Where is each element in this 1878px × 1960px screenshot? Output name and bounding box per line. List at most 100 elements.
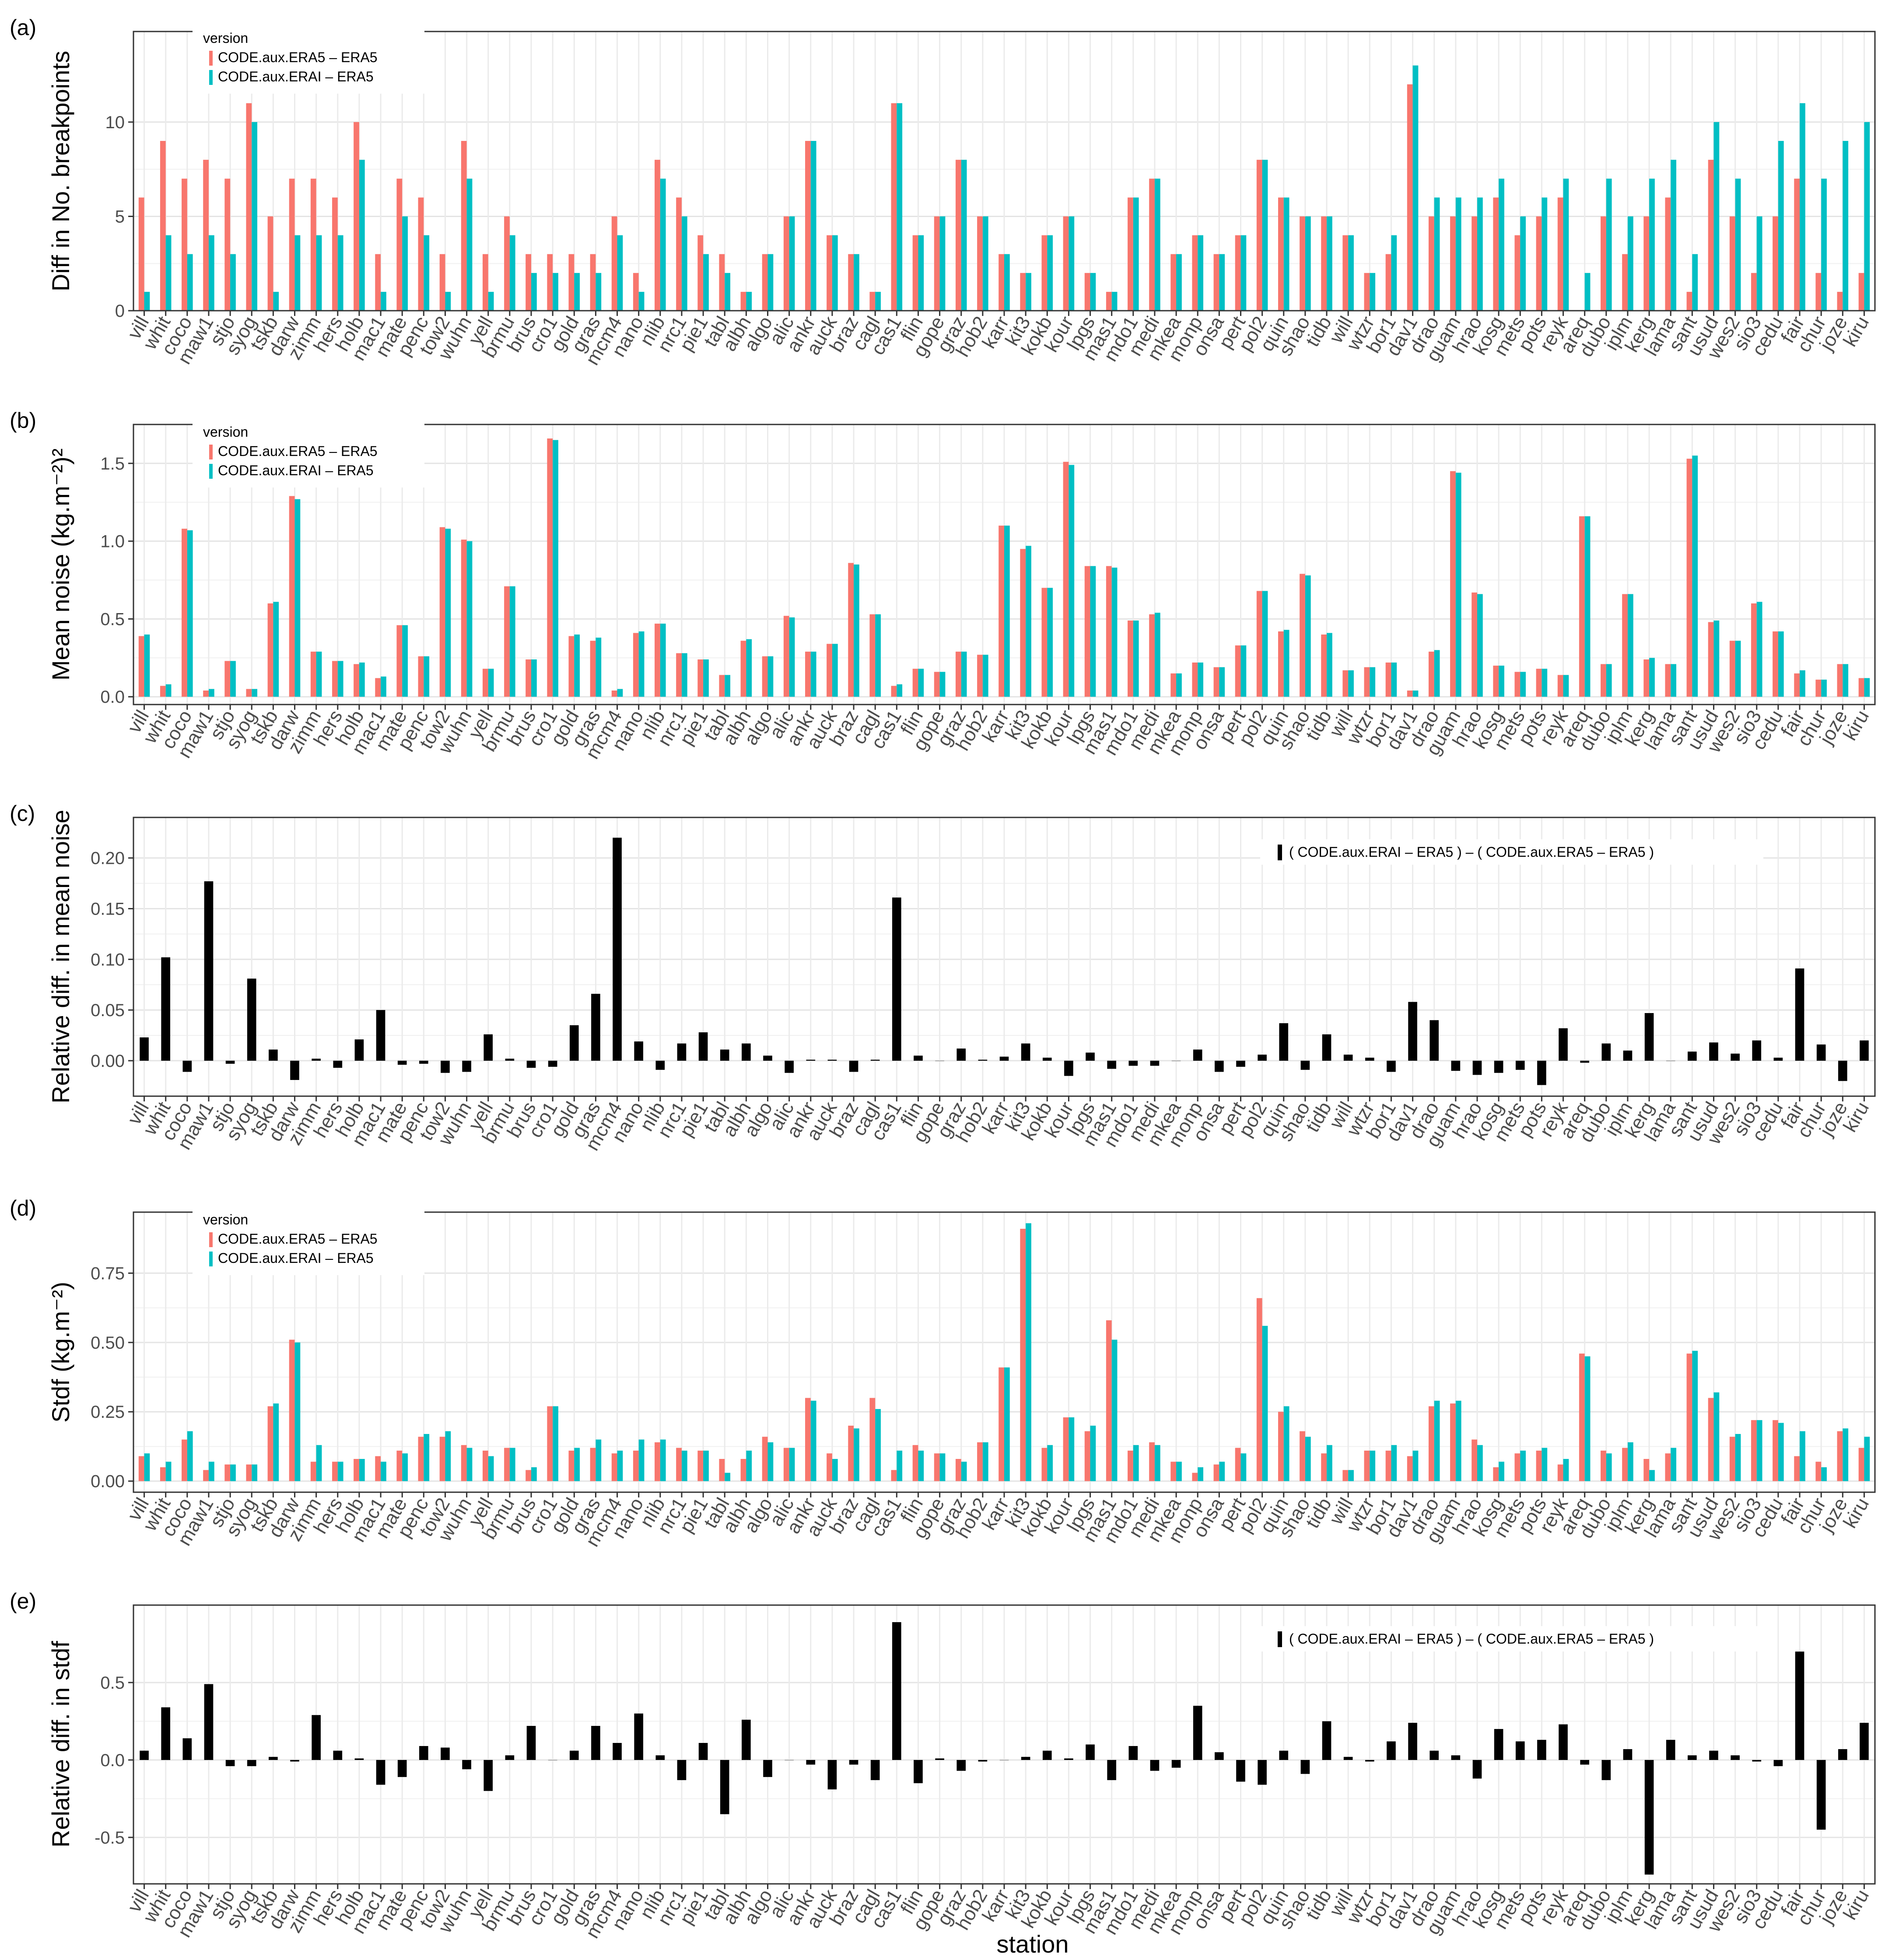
bar-kour-diff <box>1064 1060 1073 1076</box>
bar-bor1-era5 <box>1385 254 1391 311</box>
bar-maw1-era5 <box>203 691 209 697</box>
bar-syog-era5 <box>246 103 252 311</box>
bar-chur-diff <box>1816 1044 1826 1061</box>
bar-wuhn-era5 <box>461 141 467 311</box>
legend-key-erai <box>209 70 213 85</box>
bar-nlib-era5 <box>655 624 660 697</box>
bar-albh-era5 <box>740 1459 746 1481</box>
bar-hrao-diff <box>1472 1760 1482 1779</box>
bar-shao-erai <box>1305 575 1311 697</box>
bar-iplm-diff <box>1623 1749 1633 1760</box>
bar-gope-erai <box>939 1453 946 1481</box>
bar-will-erai <box>1348 235 1354 311</box>
bar-wtzr-diff <box>1365 1760 1374 1762</box>
y-axis-label: Diff in No. breakpoints <box>47 51 74 291</box>
bar-penc-erai <box>424 235 430 311</box>
bar-coco-erai <box>187 1431 193 1481</box>
bar-mcm4-era5 <box>611 216 617 311</box>
bar-sant-erai <box>1692 456 1698 697</box>
bar-nano-erai <box>638 1439 645 1481</box>
bar-monp-era5 <box>1192 1473 1198 1481</box>
bar-cro1-diff <box>548 1060 557 1067</box>
bar-cedu-era5 <box>1773 631 1778 697</box>
bar-braz-erai <box>854 254 859 311</box>
bar-sant-era5 <box>1686 459 1692 697</box>
bar-yell-diff <box>484 1034 493 1061</box>
bar-kosg-diff <box>1494 1729 1503 1760</box>
bar-guam-era5 <box>1450 1403 1456 1481</box>
bar-sio3-era5 <box>1751 603 1757 697</box>
bar-mkea-diff <box>1171 1760 1181 1768</box>
bar-mas1-era5 <box>1106 1320 1112 1481</box>
bar-reyk-erai <box>1563 179 1569 311</box>
bar-shao-erai <box>1305 1437 1311 1481</box>
bar-nrc1-era5 <box>676 653 682 697</box>
bar-auck-era5 <box>827 235 832 311</box>
bar-kiru-diff <box>1860 1722 1869 1760</box>
bar-mate-erai <box>402 1453 408 1481</box>
bar-iplm-era5 <box>1622 1448 1628 1481</box>
legend-title: version <box>203 1212 248 1227</box>
bar-hers-erai <box>337 661 343 697</box>
bar-cro1-era5 <box>547 254 553 311</box>
bar-tow2-erai <box>445 291 451 311</box>
legend-title: version <box>203 30 248 46</box>
panel-label: (b) <box>10 408 36 433</box>
bar-medi-diff <box>1150 1060 1160 1066</box>
bar-darw-diff <box>290 1060 299 1080</box>
bar-brus-era5 <box>526 659 532 697</box>
bar-tidb-era5 <box>1321 216 1327 311</box>
bar-mkea-erai <box>1176 254 1182 311</box>
bar-hrao-erai <box>1477 594 1483 697</box>
bar-zimm-era5 <box>310 652 316 697</box>
bar-brmu-erai <box>509 586 515 697</box>
bar-kiru-erai <box>1864 122 1870 311</box>
bar-braz-era5 <box>848 1425 854 1481</box>
bar-kour-erai <box>1069 465 1075 697</box>
bar-mac1-erai <box>381 677 386 697</box>
bar-kerg-diff <box>1644 1013 1654 1061</box>
bar-mdo1-erai <box>1133 197 1139 311</box>
bar-albh-era5 <box>740 641 746 697</box>
bar-kit3-era5 <box>1020 273 1026 311</box>
bar-chur-diff <box>1816 1760 1826 1830</box>
bar-mdo1-era5 <box>1128 621 1133 697</box>
bar-coco-diff <box>182 1060 192 1072</box>
bar-mac1-diff <box>376 1760 385 1785</box>
bar-mets-era5 <box>1514 235 1521 311</box>
bar-braz-diff <box>849 1060 858 1072</box>
legend-label-diff: ( CODE.aux.ERAI – ERA5 ) – ( CODE.aux.ER… <box>1289 844 1654 860</box>
bar-pol2-erai <box>1262 1325 1268 1481</box>
bar-braz-diff <box>849 1760 858 1765</box>
bar-sio3-diff <box>1752 1040 1762 1061</box>
bar-sant-diff <box>1688 1052 1697 1061</box>
bar-onsa-erai <box>1219 254 1225 311</box>
bar-pert-erai <box>1240 235 1247 311</box>
bar-hob2-diff <box>978 1059 988 1061</box>
bar-syog-era5 <box>246 689 252 697</box>
bar-sio3-era5 <box>1751 1420 1757 1481</box>
bar-wtzr-diff <box>1365 1057 1374 1061</box>
bar-mas1-erai <box>1111 291 1118 311</box>
legend-label-erai: CODE.aux.ERAI – ERA5 <box>218 69 374 84</box>
bar-cedu-diff <box>1773 1057 1783 1061</box>
bar-quin-era5 <box>1278 1412 1284 1481</box>
bar-brus-diff <box>526 1060 536 1068</box>
bar-sio3-erai <box>1756 216 1762 311</box>
bar-reyk-era5 <box>1557 675 1563 697</box>
bar-cagl-era5 <box>869 291 876 311</box>
bar-dubo-erai <box>1606 179 1612 311</box>
bar-gope-era5 <box>934 1453 940 1481</box>
bar-iplm-erai <box>1627 1442 1633 1481</box>
bar-mate-erai <box>402 625 408 697</box>
bar-mdo1-diff <box>1128 1060 1138 1066</box>
bar-usud-era5 <box>1708 622 1714 697</box>
bar-tskb-era5 <box>267 216 273 311</box>
bar-hrao-diff <box>1472 1060 1482 1075</box>
bar-mcm4-erai <box>617 689 623 697</box>
bar-kerg-erai <box>1649 179 1655 311</box>
bar-bor1-era5 <box>1385 1450 1391 1481</box>
bar-karr-erai <box>1004 526 1010 697</box>
bar-mac1-era5 <box>375 254 381 311</box>
bar-syog-erai <box>252 122 258 311</box>
